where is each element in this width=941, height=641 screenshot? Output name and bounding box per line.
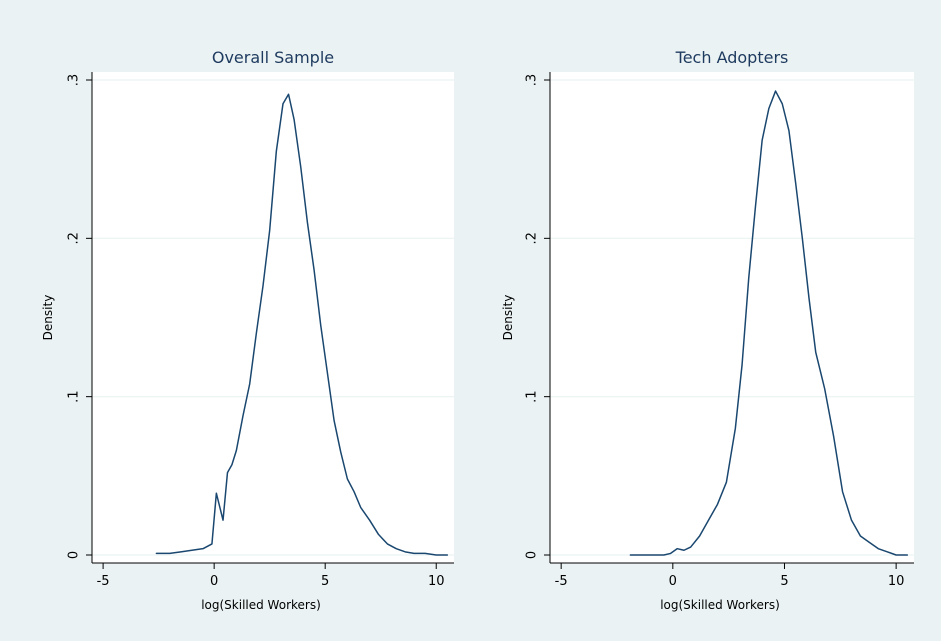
y-tick-label: .3: [525, 74, 540, 86]
x-tick-label: -5: [555, 574, 568, 589]
chart-title: Tech Adopters: [675, 48, 789, 67]
y-tick-label: 0: [525, 551, 540, 559]
plot-area: [550, 72, 914, 563]
y-tick-label: .1: [67, 390, 82, 402]
x-axis-title: log(Skilled Workers): [201, 598, 321, 612]
density-line: [629, 90, 909, 556]
x-axis-title: log(Skilled Workers): [660, 598, 780, 612]
x-tick-label: 10: [428, 574, 445, 589]
x-tick-label: -5: [97, 574, 110, 589]
chart-panel: 0 .1 .2 .3 -5 0 5 10 Tech Adopters log(Skilled Wo…: [501, 48, 914, 612]
y-tick-label: .3: [67, 74, 82, 86]
x-tick-label: 5: [780, 574, 788, 589]
chart-panel: 0 .1 .2 .3 -5 0 5 10 Overall Sample log(Skilled W…: [41, 48, 454, 612]
x-tick-label: 5: [321, 574, 329, 589]
x-tick-label: 0: [669, 574, 677, 589]
y-tick-label: .1: [525, 390, 540, 402]
y-tick-label: 0: [67, 551, 82, 559]
y-tick-label: .2: [67, 232, 82, 244]
chart-title: Overall Sample: [212, 48, 334, 67]
x-tick-label: 0: [210, 574, 218, 589]
plot-area: [92, 72, 454, 563]
y-axis-title: Density: [41, 295, 55, 341]
y-tick-label: .2: [525, 232, 540, 244]
x-tick-label: 10: [888, 574, 905, 589]
density-line: [155, 93, 449, 556]
y-axis-title: Density: [501, 295, 515, 341]
